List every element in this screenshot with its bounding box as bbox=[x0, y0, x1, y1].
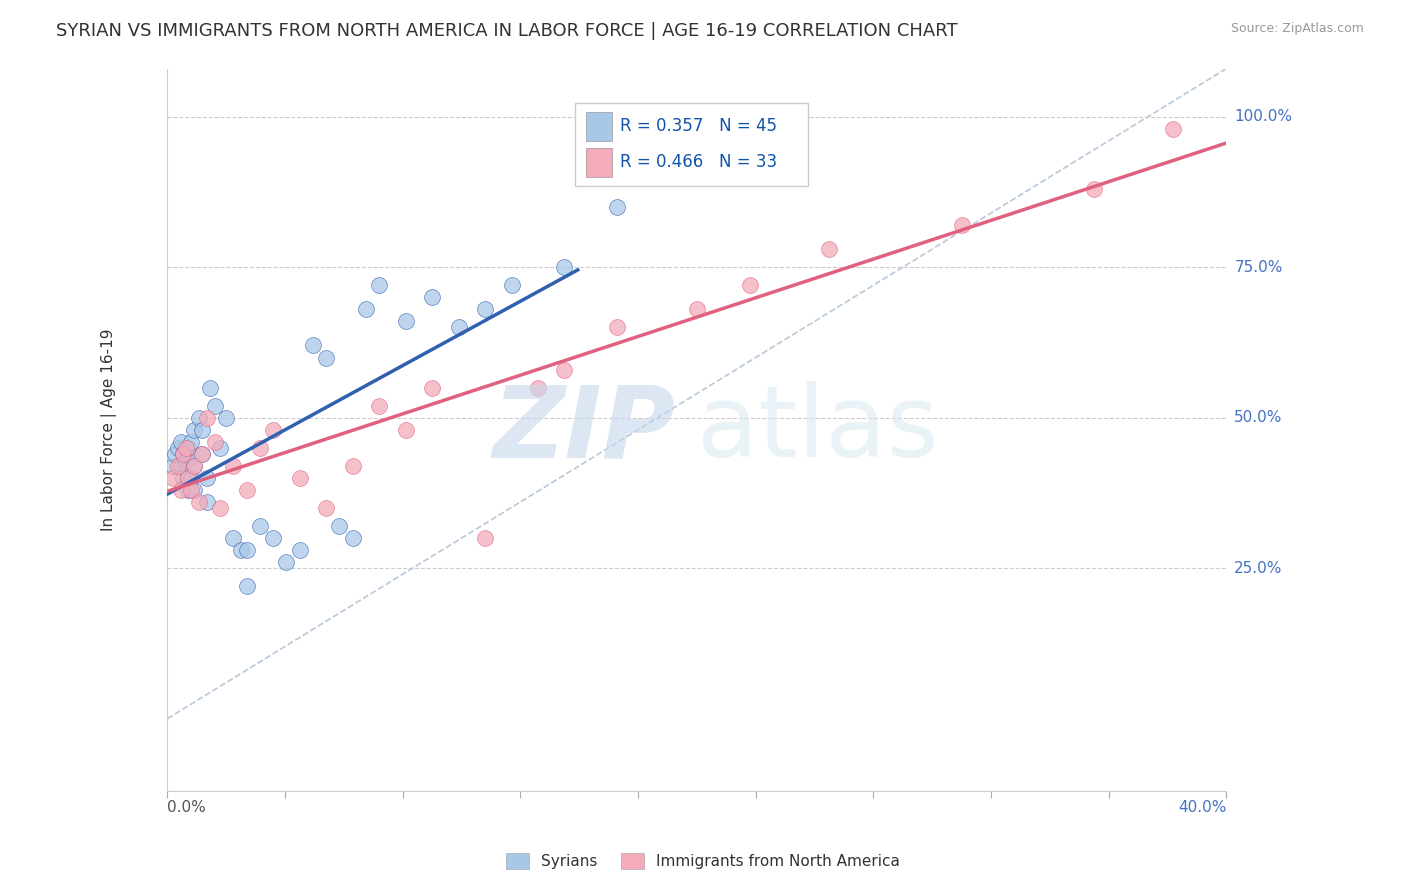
Point bbox=[180, 434, 202, 449]
Point bbox=[262, 531, 284, 545]
Point bbox=[302, 338, 325, 352]
Point bbox=[174, 453, 197, 467]
Point bbox=[686, 302, 709, 317]
Point bbox=[501, 278, 523, 293]
Point bbox=[169, 483, 191, 497]
Point bbox=[553, 260, 575, 275]
Point bbox=[394, 423, 416, 437]
Point bbox=[235, 543, 257, 558]
Point bbox=[188, 410, 211, 425]
Point bbox=[606, 200, 628, 214]
Point bbox=[315, 501, 337, 516]
Point bbox=[738, 278, 761, 293]
Point bbox=[235, 483, 257, 497]
Point bbox=[420, 381, 443, 395]
Point bbox=[315, 351, 337, 365]
Point bbox=[177, 483, 200, 497]
Point bbox=[180, 471, 202, 485]
Point bbox=[198, 381, 221, 395]
Point bbox=[167, 458, 190, 473]
Point bbox=[288, 543, 311, 558]
Point bbox=[172, 447, 194, 461]
Point bbox=[167, 441, 190, 455]
Point bbox=[172, 447, 194, 461]
Point bbox=[177, 441, 200, 455]
Text: 0.0%: 0.0% bbox=[167, 800, 207, 815]
Point bbox=[1163, 121, 1185, 136]
Point bbox=[214, 410, 236, 425]
Point bbox=[354, 302, 377, 317]
Point bbox=[169, 458, 191, 473]
Point bbox=[276, 555, 298, 569]
Legend: Syrians, Immigrants from North America: Syrians, Immigrants from North America bbox=[501, 847, 905, 875]
Point bbox=[190, 423, 212, 437]
Point bbox=[553, 362, 575, 376]
Point bbox=[606, 320, 628, 334]
Point bbox=[818, 242, 841, 256]
Point bbox=[222, 531, 245, 545]
Point bbox=[231, 543, 253, 558]
Point bbox=[180, 483, 202, 497]
Point bbox=[195, 495, 218, 509]
Point bbox=[204, 399, 226, 413]
Point bbox=[209, 501, 232, 516]
Point bbox=[162, 458, 184, 473]
Text: 40.0%: 40.0% bbox=[1178, 800, 1226, 815]
FancyBboxPatch shape bbox=[575, 103, 808, 186]
Point bbox=[183, 483, 205, 497]
FancyBboxPatch shape bbox=[586, 148, 612, 177]
Point bbox=[169, 434, 191, 449]
Text: In Labor Force | Age 16-19: In Labor Force | Age 16-19 bbox=[101, 328, 117, 531]
Text: 75.0%: 75.0% bbox=[1234, 260, 1282, 275]
Point bbox=[235, 579, 257, 593]
Point bbox=[162, 471, 184, 485]
Point bbox=[183, 458, 205, 473]
Point bbox=[527, 381, 550, 395]
Point bbox=[368, 278, 391, 293]
Point bbox=[950, 218, 973, 232]
Point bbox=[420, 290, 443, 304]
Point bbox=[474, 531, 496, 545]
Text: 50.0%: 50.0% bbox=[1234, 410, 1282, 425]
Point bbox=[183, 423, 205, 437]
Point bbox=[188, 495, 211, 509]
Point bbox=[1083, 182, 1105, 196]
Text: ZIP: ZIP bbox=[492, 381, 676, 478]
Text: SYRIAN VS IMMIGRANTS FROM NORTH AMERICA IN LABOR FORCE | AGE 16-19 CORRELATION C: SYRIAN VS IMMIGRANTS FROM NORTH AMERICA … bbox=[56, 22, 957, 40]
Point bbox=[195, 410, 218, 425]
Text: atlas: atlas bbox=[697, 381, 938, 478]
Text: 100.0%: 100.0% bbox=[1234, 109, 1292, 124]
Text: R = 0.466   N = 33: R = 0.466 N = 33 bbox=[620, 153, 776, 171]
Point bbox=[190, 447, 212, 461]
Point bbox=[177, 471, 200, 485]
Point bbox=[222, 458, 245, 473]
Point bbox=[174, 441, 197, 455]
Point bbox=[165, 447, 187, 461]
Point bbox=[368, 399, 391, 413]
Point bbox=[249, 519, 271, 533]
Point bbox=[209, 441, 232, 455]
Point bbox=[394, 314, 416, 328]
Text: Source: ZipAtlas.com: Source: ZipAtlas.com bbox=[1230, 22, 1364, 36]
Text: R = 0.357   N = 45: R = 0.357 N = 45 bbox=[620, 118, 776, 136]
FancyBboxPatch shape bbox=[586, 112, 612, 141]
Text: 25.0%: 25.0% bbox=[1234, 561, 1282, 575]
Point bbox=[342, 531, 364, 545]
Point bbox=[447, 320, 470, 334]
Point bbox=[474, 302, 496, 317]
Point bbox=[342, 458, 364, 473]
Point bbox=[249, 441, 271, 455]
Point bbox=[183, 458, 205, 473]
Point bbox=[172, 471, 194, 485]
Point bbox=[288, 471, 311, 485]
Point bbox=[328, 519, 350, 533]
Point bbox=[195, 471, 218, 485]
Point bbox=[262, 423, 284, 437]
Point bbox=[190, 447, 212, 461]
Point bbox=[204, 434, 226, 449]
